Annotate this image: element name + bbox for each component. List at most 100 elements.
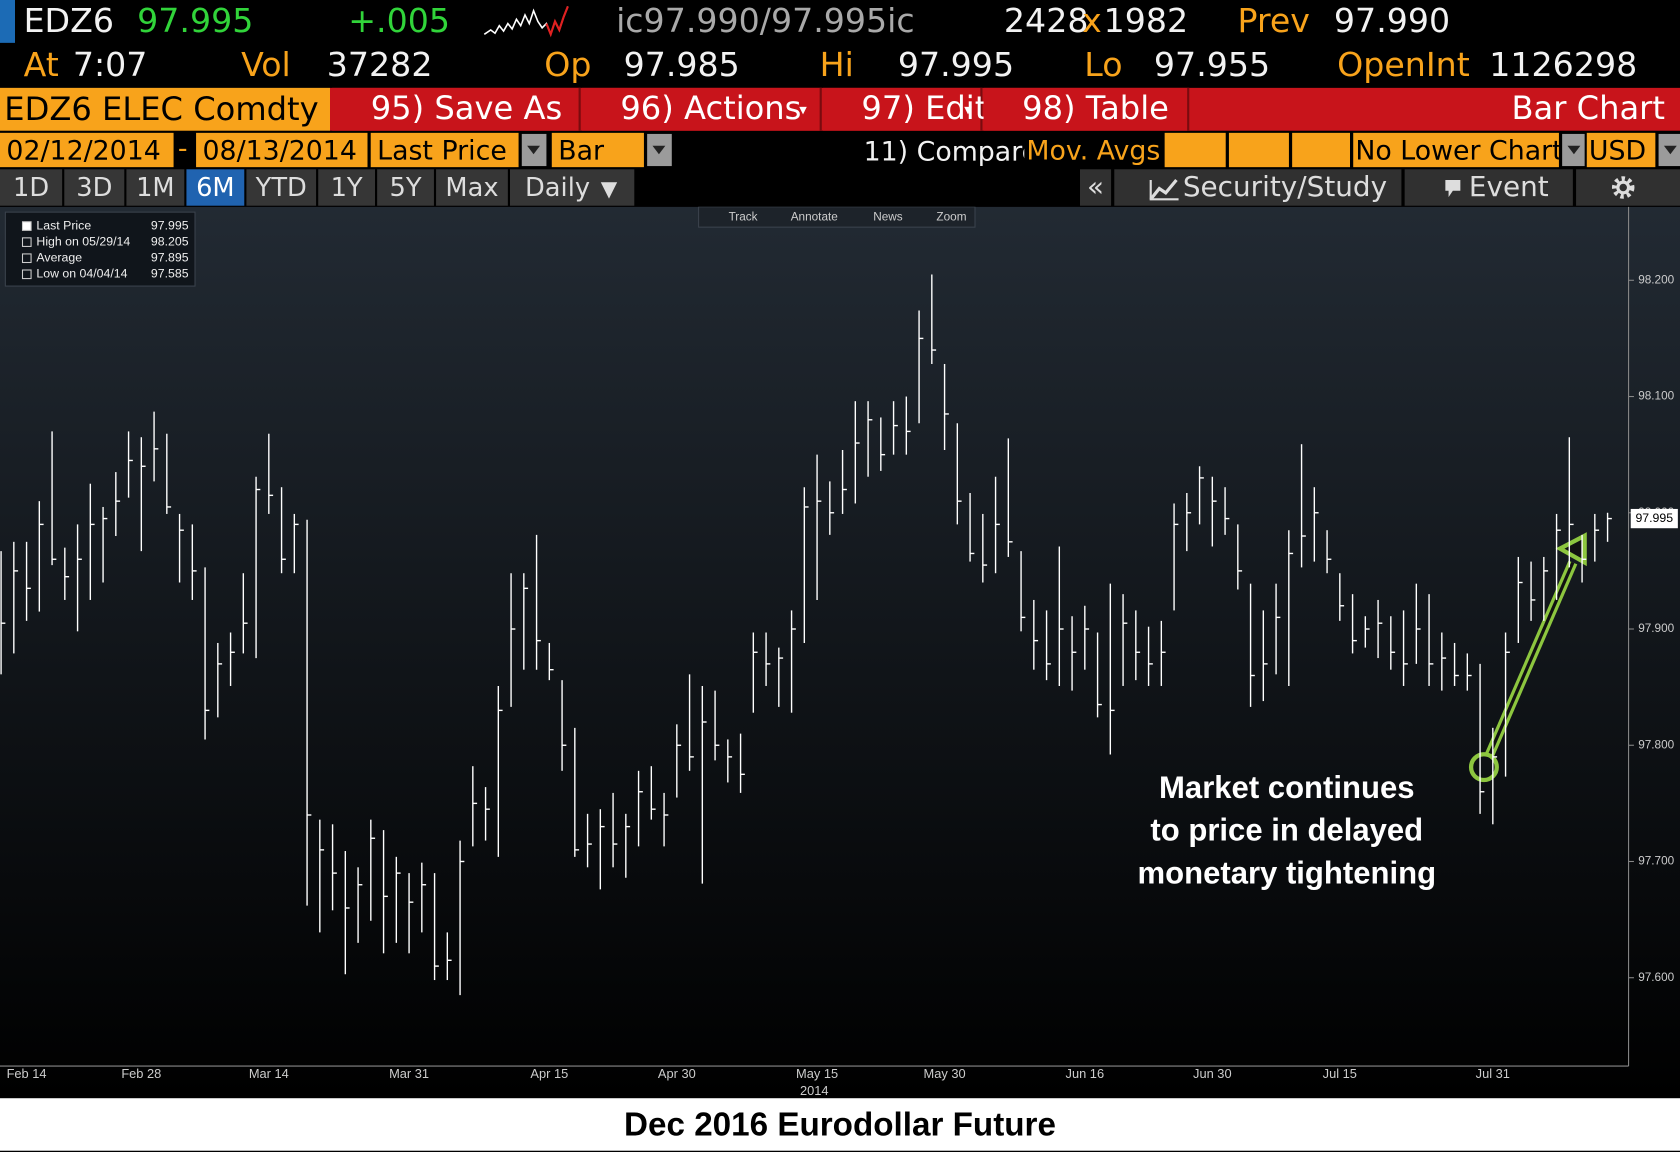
- prev-value: 97.990: [1333, 2, 1451, 41]
- x-tick-label: Jun 30: [1193, 1066, 1232, 1081]
- ask-size: 1982: [1103, 2, 1189, 41]
- at-label: At: [23, 46, 59, 85]
- currency-select[interactable]: USD: [1586, 132, 1656, 168]
- last-price-tag: [1630, 508, 1678, 529]
- oi-value: 1126298: [1489, 46, 1638, 85]
- save-as-button[interactable]: 95) Save As: [332, 87, 581, 131]
- dropdown[interactable]: [1658, 133, 1680, 167]
- date-separator: -: [177, 132, 188, 164]
- legend-icon: [21, 269, 32, 280]
- x-tick-label: May 30: [924, 1066, 966, 1081]
- y-tick-label: 97.600: [1638, 971, 1674, 984]
- style-select[interactable]: Bar: [551, 132, 644, 168]
- high-label: Hi: [819, 46, 854, 85]
- x-tick-label: Apr 30: [658, 1066, 696, 1081]
- prev-label: Prev: [1237, 2, 1310, 41]
- end-date[interactable]: 08/13/2014: [196, 132, 368, 168]
- tool-button[interactable]: Annotate: [791, 211, 839, 224]
- view-name: Bar Chart: [1511, 90, 1666, 128]
- study-icon: [1149, 178, 1179, 201]
- last-price-label: 97.995: [1635, 511, 1673, 525]
- y-tick-label: 97.900: [1638, 622, 1674, 635]
- period-button[interactable]: 5Y: [377, 169, 434, 206]
- x-tick-label: May 15: [796, 1066, 838, 1081]
- x-tick-label: Mar 31: [389, 1066, 429, 1081]
- ticker: EDZ6: [23, 2, 115, 41]
- open-value: 97.985: [623, 46, 740, 85]
- actions-button[interactable]: 96) Actions: [581, 87, 822, 131]
- gear-icon: [1611, 176, 1635, 199]
- tool-button[interactable]: Zoom: [936, 211, 966, 224]
- tool-button[interactable]: News: [873, 211, 903, 224]
- y-tick-label: 98.100: [1638, 390, 1674, 403]
- legend-label: High on 05/29/14: [36, 234, 130, 248]
- x-year-label: 2014: [800, 1083, 829, 1098]
- field-select[interactable]: Last Price: [370, 132, 519, 168]
- period-button[interactable]: 1M: [126, 169, 185, 206]
- dropdown-caret: ▼: [600, 175, 618, 202]
- chart-background: [0, 206, 1680, 1099]
- size-separator: x: [1082, 2, 1102, 41]
- x-tick-label: Jul 15: [1323, 1066, 1357, 1081]
- chart-tools: [698, 206, 976, 228]
- event-button[interactable]: Event: [1404, 169, 1573, 206]
- annotation: monetary tightening: [1138, 856, 1437, 891]
- x-tick-label: Feb 14: [7, 1066, 47, 1081]
- vol-label: Vol: [241, 46, 291, 85]
- legend-value: 98.205: [151, 234, 189, 248]
- low-value: 97.955: [1153, 46, 1271, 85]
- y-tick-label: 97.800: [1638, 738, 1674, 751]
- period-button[interactable]: 1D: [0, 169, 63, 206]
- marker: [0, 0, 16, 43]
- sparkline: [483, 6, 569, 38]
- lower-chart-select[interactable]: No Lower Chart: [1353, 132, 1559, 168]
- start-date[interactable]: 02/12/2014: [0, 132, 174, 168]
- x-tick-label: Feb 28: [121, 1066, 161, 1081]
- table-button[interactable]: 98) Table: [983, 87, 1190, 131]
- period-button[interactable]: Max: [436, 169, 508, 206]
- legend-icon: [21, 253, 32, 264]
- y-tick-label: 97.700: [1638, 855, 1674, 868]
- legend-value: 97.895: [151, 250, 189, 264]
- period-button[interactable]: 3D: [64, 169, 125, 206]
- frequency-select[interactable]: Daily ▼: [510, 169, 635, 206]
- vol-value: 37282: [326, 46, 433, 85]
- caption: Dec 2016 Eurodollar Future: [0, 1098, 1680, 1151]
- dropdown[interactable]: [521, 133, 547, 167]
- x-tick-label: Jul 31: [1476, 1066, 1510, 1081]
- legend-icon: [21, 237, 32, 247]
- legend-icon: [21, 221, 32, 231]
- quote: ic97.990/97.995ic: [616, 2, 915, 41]
- change: +.005: [348, 2, 451, 41]
- period-button[interactable]: YTD: [246, 169, 317, 206]
- dropdown[interactable]: [1562, 133, 1585, 167]
- annotation: to price in delayed: [1150, 813, 1423, 848]
- event-icon: [1445, 180, 1461, 198]
- dropdown-caret: ▾: [964, 101, 972, 119]
- security[interactable]: EDZ6 ELEC Comdty: [0, 87, 331, 131]
- period-button[interactable]: 6M: [186, 169, 245, 206]
- input-slot[interactable]: [1292, 132, 1351, 168]
- input-slot[interactable]: [1228, 132, 1289, 168]
- high-value: 97.995: [897, 46, 1015, 85]
- input-slot[interactable]: [1164, 132, 1226, 168]
- legend-label: Low on 04/04/14: [36, 267, 127, 281]
- dropdown[interactable]: [647, 133, 672, 167]
- x-tick-label: Jun 16: [1066, 1066, 1105, 1081]
- x-tick-label: Apr 15: [530, 1066, 568, 1081]
- time: 7:07: [72, 46, 148, 85]
- collapse-button[interactable]: «: [1080, 169, 1112, 206]
- edit-button[interactable]: 97) Edit: [822, 87, 987, 131]
- period-button[interactable]: 1Y: [318, 169, 376, 206]
- legend-label: Average: [36, 250, 82, 264]
- tool-button[interactable]: Track: [729, 211, 758, 224]
- open-label: Op: [544, 46, 592, 85]
- dropdown-caret: ▾: [799, 101, 807, 119]
- compare-button[interactable]: 11) Compare: [863, 136, 1039, 168]
- legend: [4, 211, 196, 287]
- legend-value: 97.995: [151, 218, 189, 232]
- chart: Track Annotate News Zoom 2014 Market con…: [0, 206, 1680, 1099]
- last-price: 97.995: [137, 2, 254, 41]
